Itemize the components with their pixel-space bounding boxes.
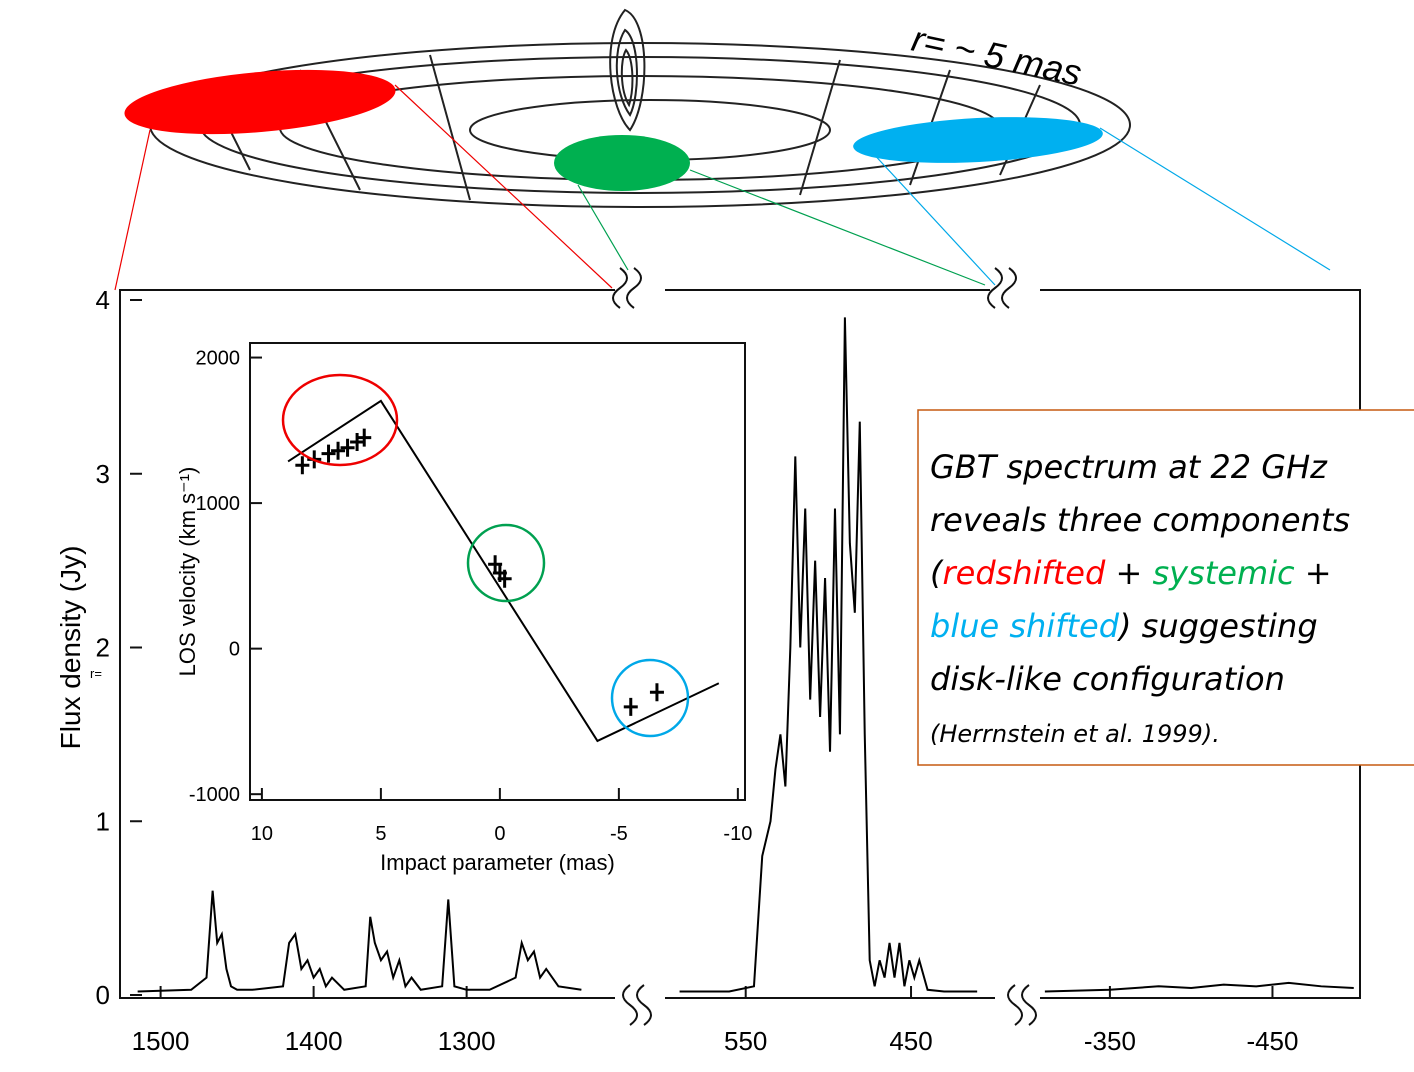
y-tick-label: 1 [96, 806, 110, 836]
text-segment: + [1295, 554, 1332, 592]
text-box [917, 409, 1414, 766]
text-segment: systemic [1152, 554, 1295, 592]
text-line: reveals three components [930, 501, 1350, 539]
radius-label: r= ~ 5 mas [908, 18, 1085, 94]
x-tick-label: -350 [1084, 1026, 1136, 1056]
text-segment: ( [930, 554, 944, 592]
y-tick-label: 4 [96, 285, 110, 315]
data-marker [295, 456, 310, 475]
text-segment: reveals three components [930, 501, 1350, 539]
data-marker [357, 428, 372, 447]
connectors [114, 84, 1331, 291]
data-line [137, 890, 582, 993]
x-tick-label: -10 [723, 823, 752, 845]
text-segment: + [1105, 554, 1152, 592]
citation: (Herrnstein et al. 1999). [930, 720, 1220, 748]
data-marker [350, 432, 365, 451]
text-segment: GBT spectrum at 22 GHz [930, 448, 1328, 486]
data-line [679, 317, 978, 993]
highlight-circle [281, 373, 399, 467]
x-tick-label: -5 [610, 823, 628, 845]
text-line: (redshifted + systemic + [930, 554, 1332, 592]
text-segment: disk-like configuration [930, 660, 1285, 698]
stray-label: r= [90, 666, 102, 681]
data-line [287, 399, 720, 743]
y-tick-label: 3 [96, 459, 110, 489]
data-marker [331, 441, 346, 460]
y-tick-label: 2000 [196, 348, 241, 370]
text-segment: blue shifted [930, 607, 1120, 645]
text-segment: redshifted [942, 554, 1106, 592]
data-marker [623, 697, 638, 716]
text-segment: ) suggesting [1117, 607, 1318, 645]
data-marker [497, 569, 512, 588]
x-tick-label: -450 [1246, 1026, 1298, 1056]
data-marker [340, 438, 355, 457]
y-tick-label: 2 [96, 633, 110, 663]
green-region [554, 135, 690, 191]
x-tick-label: 550 [724, 1026, 767, 1056]
text-line: blue shifted) suggesting [930, 607, 1318, 645]
y-tick-label: 0 [229, 639, 240, 661]
x-tick-label: 1300 [438, 1026, 496, 1056]
y-tick-label: 0 [96, 980, 110, 1010]
x-tick-label: 0 [494, 823, 505, 845]
text-line: GBT spectrum at 22 GHz [930, 448, 1328, 486]
red-region [124, 69, 396, 135]
blue-region [853, 117, 1103, 163]
data-line [1044, 981, 1354, 993]
text-line: disk-like configuration [930, 660, 1285, 698]
y-tick-label: -1000 [189, 784, 240, 806]
data-marker [649, 683, 664, 702]
data-marker [321, 444, 336, 463]
x-axis-label: Impact parameter (mas) [380, 850, 615, 875]
y-tick-label: 1000 [196, 493, 241, 515]
x-tick-label: 1400 [285, 1026, 343, 1056]
x-tick-label: 10 [251, 823, 273, 845]
y-axis-label: LOS velocity (km s⁻¹) [175, 467, 200, 677]
x-tick-label: 5 [375, 823, 386, 845]
highlight-circle [610, 658, 690, 738]
x-tick-label: 450 [889, 1026, 932, 1056]
highlight-circle [466, 523, 546, 603]
text-box-lines: GBT spectrum at 22 GHz reveals three comp… [930, 448, 1350, 698]
x-tick-label: 1500 [132, 1026, 190, 1056]
y-axis-label: Flux density (Jy) [55, 546, 86, 750]
